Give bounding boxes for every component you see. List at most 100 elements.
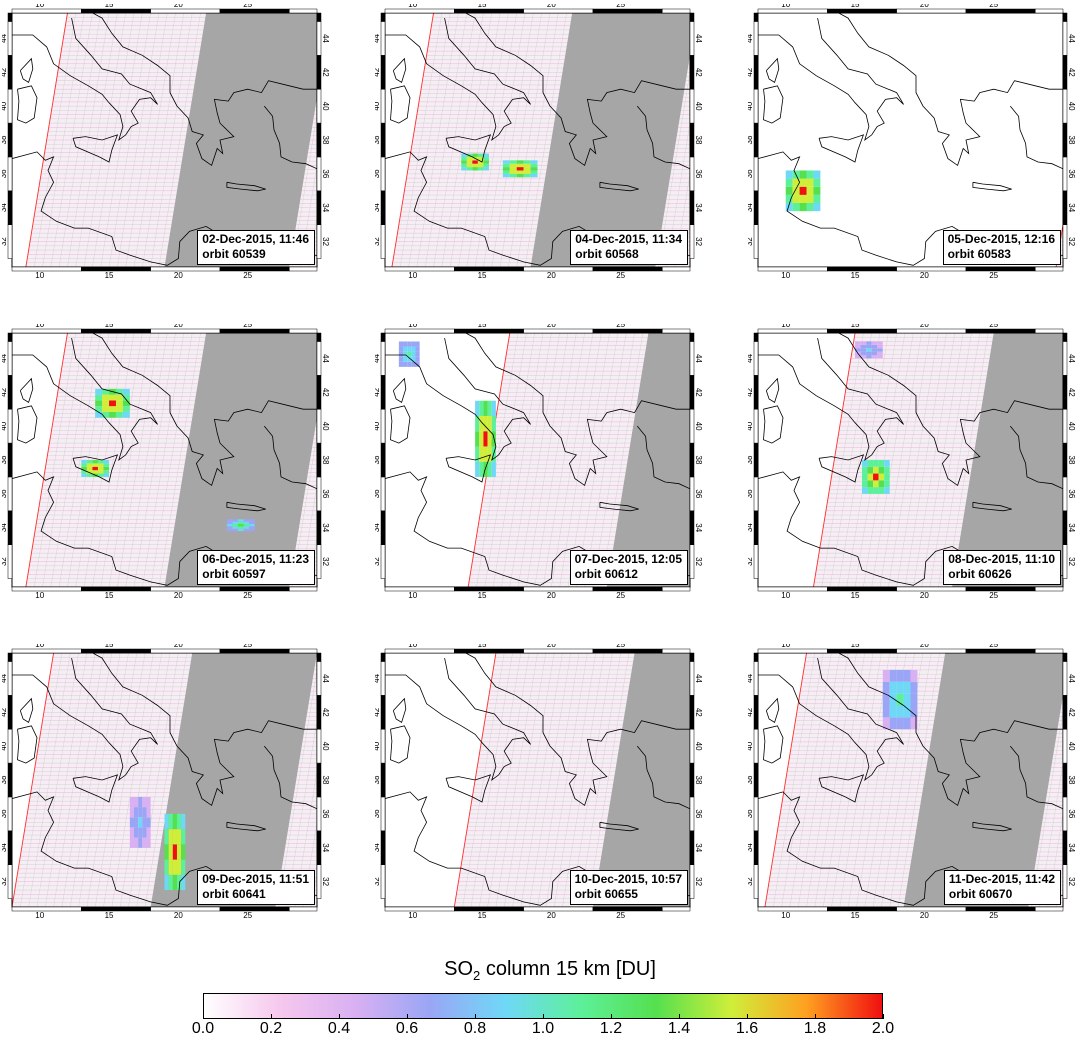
coastline <box>390 85 411 124</box>
lat-tick-label: 36 <box>1067 809 1075 818</box>
so2-pixel <box>115 388 123 395</box>
coastline <box>464 653 690 807</box>
lat-tick-label: 38 <box>321 456 329 465</box>
orbit-number: orbit 60626 <box>948 567 1012 581</box>
overpass-date-time: 05-Dec-2015, 12:16 <box>947 232 1055 246</box>
so2-pixel <box>398 356 404 362</box>
swath-edge-line <box>391 13 434 267</box>
coastline <box>763 405 784 444</box>
so2-pixel <box>237 526 244 529</box>
night-side-band <box>530 13 690 267</box>
lon-tick-label: 20 <box>920 4 929 9</box>
lat-tick-label: 44 <box>1067 34 1075 43</box>
so2-pixel <box>530 167 538 171</box>
so2-pixel <box>806 186 814 195</box>
coastline <box>599 181 639 192</box>
so2-pixel <box>86 463 93 467</box>
so2-pixel <box>407 351 412 357</box>
so2-pixel <box>249 528 255 532</box>
so2-pixel <box>95 394 103 401</box>
coastline <box>19 697 34 724</box>
lon-tick-label: 20 <box>920 644 929 649</box>
so2-pixel <box>232 524 238 527</box>
night-side-band <box>952 333 1063 587</box>
so2-pixel <box>861 466 868 474</box>
lat-tick-label: 40 <box>694 422 702 431</box>
lat-tick-label: 40 <box>748 101 754 110</box>
so2-pixel <box>237 528 244 532</box>
lat-tick-label: 44 <box>748 673 754 682</box>
so2-pixel <box>181 874 186 891</box>
lat-tick-label: 42 <box>321 708 329 717</box>
lat-tick-label: 32 <box>2 877 8 886</box>
so2-pixel <box>479 461 484 477</box>
coastline <box>445 134 492 163</box>
lat-tick-label: 42 <box>321 68 329 77</box>
lat-tick-label: 32 <box>321 237 329 246</box>
coastline <box>226 501 266 512</box>
so2-pixel <box>226 524 233 527</box>
lon-tick-label: 10 <box>781 324 790 329</box>
colorbar-tick-label: 2.0 <box>871 1020 895 1037</box>
so2-pixel <box>249 521 255 525</box>
so2-pixel <box>92 463 98 467</box>
lat-tick-label: 40 <box>321 742 329 751</box>
lon-tick-label: 20 <box>920 591 929 598</box>
lat-tick-label: 34 <box>694 843 702 852</box>
so2-pixel <box>403 356 408 362</box>
lon-tick-label: 20 <box>174 4 183 9</box>
colorbar-title: SO2 column 15 km [DU] <box>444 958 656 983</box>
map-panel: 10 10 15 15 20 20 25 25 32 32 34 34 36 36 38 38 40 40 42 42… <box>375 324 702 598</box>
coastline <box>390 725 411 764</box>
map-plot: 10 10 15 15 20 20 25 25 32 32 34 34 36 36 38 38 40 40 42 42… <box>2 644 329 918</box>
coastline <box>636 105 690 170</box>
so2-pixel <box>491 461 496 477</box>
lon-tick-label: 10 <box>35 911 44 918</box>
so2-pixel <box>92 466 98 471</box>
lat-tick-label: 32 <box>375 237 381 246</box>
lon-tick-label: 20 <box>920 271 929 278</box>
lat-tick-label: 34 <box>321 843 329 852</box>
so2-pixel <box>889 717 897 730</box>
so2-pixel <box>97 473 104 477</box>
coastline <box>837 333 1063 487</box>
lat-tick-label: 40 <box>748 741 754 750</box>
coastline <box>72 454 119 483</box>
colorbar-tick-label: 0.0 <box>191 1020 215 1037</box>
so2-pixel <box>86 460 93 464</box>
lat-tick-label: 32 <box>2 557 8 566</box>
so2-pixel <box>806 202 814 212</box>
coastline <box>1009 745 1063 810</box>
so2-pixel <box>142 827 147 838</box>
so2-pixel <box>103 473 110 477</box>
so2-pixel <box>97 470 104 474</box>
so2-pixel <box>867 466 874 474</box>
so2-pixel <box>164 813 169 830</box>
lat-tick-label: 34 <box>321 523 329 532</box>
so2-pixel <box>799 202 807 212</box>
colorbar-tick-label: 0.6 <box>395 1020 419 1037</box>
so2-pixel <box>129 817 134 828</box>
so2-pixel <box>896 681 904 694</box>
lat-tick-label: 38 <box>321 136 329 145</box>
lon-tick-label: 25 <box>989 644 998 649</box>
lat-tick-label: 34 <box>1067 523 1075 532</box>
so2-pixel <box>867 460 874 467</box>
so2-pixel <box>477 153 484 157</box>
lon-tick-label: 15 <box>851 644 860 649</box>
so2-pixel <box>415 356 420 362</box>
coastline <box>12 18 158 142</box>
orbit-number: orbit 60539 <box>202 247 266 261</box>
lat-tick-label: 42 <box>748 387 754 396</box>
so2-pixel <box>884 460 890 467</box>
overpass-label: 06-Dec-2015, 11:23 orbit 60597 <box>197 550 315 585</box>
lon-tick-label: 15 <box>851 271 860 278</box>
lat-tick-label: 38 <box>2 455 8 464</box>
so2-pixel <box>86 466 93 471</box>
so2-pixel <box>884 473 890 481</box>
overpass-label: 10-Dec-2015, 10:57 orbit 60655 <box>569 870 688 905</box>
lat-tick-label: 32 <box>694 557 702 566</box>
coastline <box>445 454 492 483</box>
so2-pixel <box>479 431 484 447</box>
so2-pixel <box>806 194 814 203</box>
